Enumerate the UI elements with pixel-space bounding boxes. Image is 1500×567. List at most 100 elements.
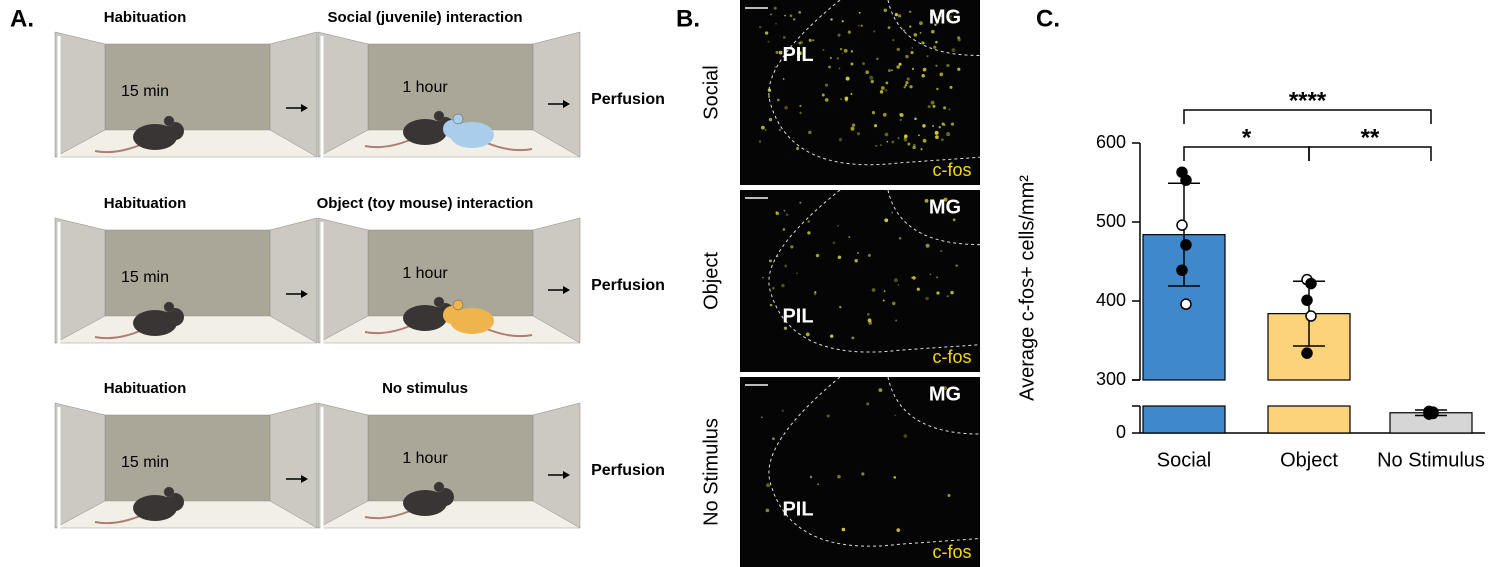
- signal-dot: [764, 128, 767, 131]
- bar: [1267, 405, 1351, 434]
- bar: [1142, 405, 1226, 434]
- signal-dot: [909, 85, 913, 89]
- mouse-body: [450, 308, 494, 334]
- signal-dot: [884, 132, 889, 137]
- signal-dot: [941, 138, 944, 141]
- region-label: PIL: [782, 498, 813, 520]
- signal-dot: [837, 33, 841, 37]
- signal-dot: [829, 56, 832, 60]
- signal-dot: [924, 199, 929, 203]
- signal-dot: [851, 336, 855, 340]
- signal-dot: [941, 122, 945, 126]
- signal-dot: [796, 146, 800, 150]
- signal-dot: [832, 241, 836, 245]
- region-outline: [768, 189, 981, 353]
- signal-dot: [812, 39, 815, 42]
- signal-dot: [871, 111, 876, 115]
- signal-dot: [904, 84, 908, 87]
- signal-dot: [892, 38, 895, 42]
- mouse-ear: [163, 301, 175, 313]
- signal-dot: [936, 291, 940, 295]
- signal-dot: [782, 78, 785, 80]
- mouse-ear: [163, 115, 175, 127]
- signal-dot: [762, 276, 764, 279]
- signal-dot: [932, 12, 936, 17]
- signal-dot: [913, 33, 918, 37]
- signal-dot: [873, 30, 876, 33]
- significance-bracket: [1183, 109, 1432, 124]
- signal-dot: [837, 474, 841, 479]
- signal-dot: [922, 124, 926, 128]
- signal-dot: [772, 437, 775, 441]
- tail: [364, 325, 411, 335]
- signal-dot: [775, 211, 778, 213]
- signal-dot: [921, 73, 925, 78]
- mouse-body: [403, 305, 447, 331]
- signal-dot: [946, 295, 949, 298]
- signal-dot: [911, 47, 914, 49]
- row-label: No Stimulus: [700, 418, 722, 526]
- signal-dot: [938, 125, 941, 129]
- signal-dot: [887, 69, 891, 72]
- tail: [486, 328, 533, 338]
- signal-dot: [839, 47, 843, 51]
- signal-dot: [758, 140, 762, 143]
- signal-dot: [850, 62, 854, 66]
- signal-dot: [766, 483, 771, 488]
- region-label: MG: [929, 6, 961, 28]
- signal-dot: [893, 476, 897, 479]
- signal-dot: [934, 23, 937, 26]
- signal-dot: [884, 218, 889, 223]
- region-label: PIL: [782, 44, 813, 66]
- duration: 15 min: [121, 454, 169, 471]
- data-point: [1305, 277, 1317, 290]
- outcome: Perfusion: [591, 277, 665, 294]
- signal-dot: [797, 51, 802, 56]
- signal-dot: [896, 47, 900, 52]
- floor: [317, 500, 581, 529]
- signal-dot: [799, 111, 802, 114]
- signal-dot: [867, 318, 872, 323]
- mouse-head: [443, 120, 461, 138]
- signal-dot: [883, 8, 888, 13]
- signal-dot: [940, 249, 943, 253]
- signal-dot: [951, 48, 956, 53]
- signal-dot: [936, 276, 939, 279]
- signal-dot: [808, 130, 812, 135]
- signal-dot: [841, 20, 844, 23]
- signal-dot: [857, 251, 860, 254]
- row-label: Social: [700, 65, 722, 119]
- signal-dot: [809, 475, 813, 479]
- signal-dot: [957, 67, 961, 71]
- signal-dot: [837, 224, 839, 227]
- signal-dot: [922, 41, 925, 45]
- step-title: Object (toy mouse) interaction: [317, 195, 534, 212]
- marker-label: c-fos: [932, 542, 971, 562]
- signal-dot: [871, 288, 876, 292]
- signal-dot: [830, 334, 834, 338]
- signal-dot: [891, 140, 895, 144]
- data-point: [1301, 294, 1313, 306]
- signal-dot: [783, 209, 786, 212]
- signal-dot: [899, 113, 904, 117]
- signal-dot: [894, 278, 898, 283]
- signal-dot: [909, 10, 912, 13]
- micrograph: [740, 0, 980, 185]
- signal-dot: [784, 14, 786, 17]
- signal-dot: [930, 100, 935, 105]
- signal-dot: [899, 118, 902, 122]
- step-title: No stimulus: [382, 380, 468, 397]
- signal-dot: [773, 6, 777, 10]
- signal-dot: [903, 86, 906, 89]
- signal-dot: [758, 25, 762, 29]
- signal-dot: [920, 148, 923, 151]
- signal-dot: [841, 527, 846, 532]
- region-outline: [887, 0, 981, 56]
- signal-dot: [909, 25, 912, 28]
- data-point: [1180, 239, 1192, 251]
- duration: 15 min: [121, 83, 169, 100]
- signal-dot: [856, 132, 861, 136]
- signal-dot: [798, 10, 802, 14]
- mouse-head: [436, 488, 454, 506]
- signal-dot: [955, 264, 958, 267]
